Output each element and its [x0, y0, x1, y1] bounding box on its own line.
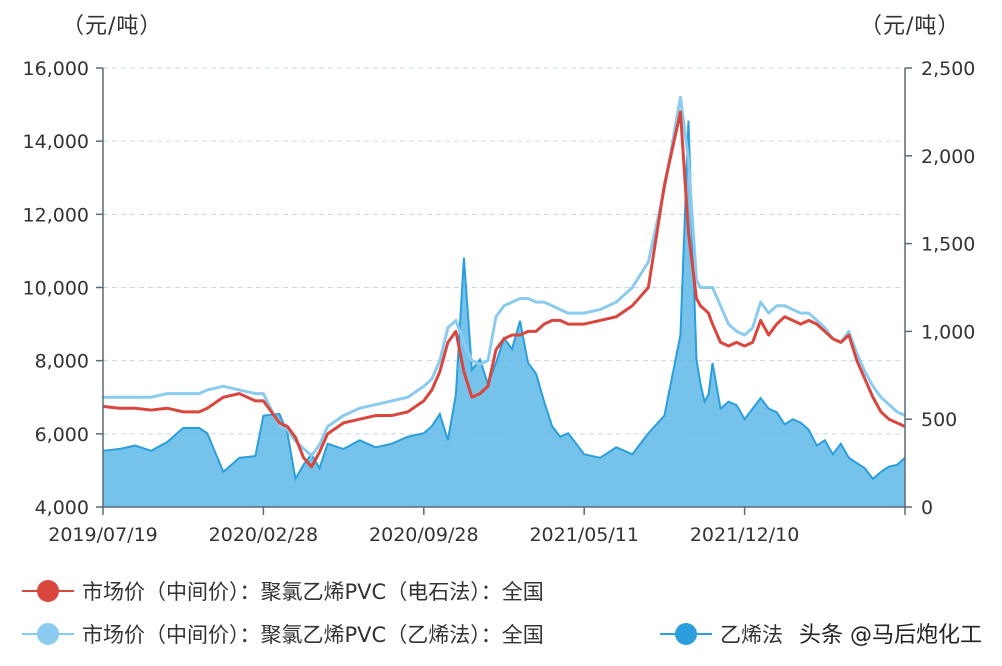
right-tick-label: 500	[921, 409, 957, 431]
spread-area-fill	[103, 120, 905, 508]
legend-marker-blue	[660, 619, 712, 649]
axes: 4,000 6,000 8,000 10,000 12,000 14,000 16,000 0…	[23, 58, 976, 546]
legend-item-calcium-carbide[interactable]: 市场价（中间价）：聚氯乙烯PVC（电石法）：全国	[22, 576, 544, 606]
right-axis-unit: （元/吨）	[860, 14, 961, 39]
right-tick-label: 1,000	[921, 321, 975, 343]
x-tick-label: 2019/07/19	[48, 524, 158, 546]
left-tick-label: 4,000	[35, 497, 89, 519]
left-tick-label: 8,000	[35, 351, 89, 373]
pvc-price-chart: 4,000 6,000 8,000 10,000 12,000 14,000 16,000 0…	[23, 58, 976, 546]
right-tick-label: 1,500	[921, 234, 975, 256]
legend-label-spread: 乙烯法	[720, 623, 783, 647]
legend-marker-red	[22, 576, 74, 606]
legend-item-spread[interactable]: 乙烯法	[660, 619, 783, 649]
left-axis-unit: （元/吨）	[62, 14, 163, 39]
right-tick-label: 2,000	[921, 146, 975, 168]
legend-label-ethylene: 市场价（中间价）：聚氯乙烯PVC（乙烯法）：全国	[82, 623, 544, 647]
left-tick-label: 6,000	[35, 424, 89, 446]
x-tick-label: 2021/12/10	[690, 524, 800, 546]
left-tick-label: 14,000	[23, 131, 89, 153]
right-tick-label: 2,500	[921, 58, 975, 80]
left-tick-label: 12,000	[23, 204, 89, 226]
left-tick-label: 10,000	[23, 278, 89, 300]
spread-line	[102, 120, 906, 482]
x-tick-label: 2020/09/28	[369, 524, 479, 546]
calcium-carbide-price-line	[102, 110, 906, 469]
watermark-text: 头条 @马后炮化工	[799, 623, 982, 648]
x-tick-label: 2020/02/28	[209, 524, 319, 546]
spread-area	[102, 120, 906, 508]
legend-item-ethylene[interactable]: 市场价（中间价）：聚氯乙烯PVC（乙烯法）：全国	[22, 619, 544, 649]
x-tick-label: 2021/05/11	[529, 524, 639, 546]
legend-label-calcium-carbide: 市场价（中间价）：聚氯乙烯PVC（电石法）：全国	[82, 580, 544, 604]
ethylene-price-line	[103, 95, 906, 458]
left-tick-label: 16,000	[23, 58, 89, 80]
price-lines	[102, 95, 906, 469]
legend-marker-light-blue	[22, 619, 74, 649]
right-tick-label: 0	[921, 497, 933, 519]
